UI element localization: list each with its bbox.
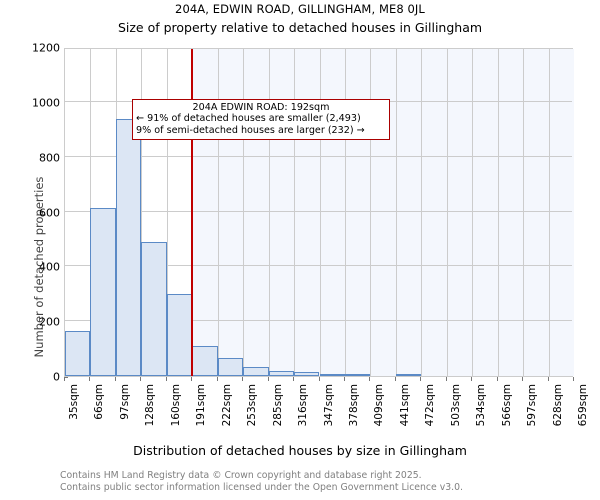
- x-tick-label: 285sqm: [271, 384, 284, 427]
- footer-attribution: Contains HM Land Registry data © Crown c…: [60, 470, 580, 495]
- x-tick-mark: [114, 377, 116, 381]
- bar: [344, 374, 371, 376]
- x-tick-mark: [573, 377, 574, 381]
- chart-subtitle: Size of property relative to detached ho…: [117, 20, 483, 35]
- x-tick-label: 628sqm: [551, 384, 564, 427]
- gridline-x-4: [166, 49, 168, 376]
- x-tick-mark: [394, 377, 396, 381]
- bar: [268, 370, 295, 376]
- bar: [217, 357, 244, 376]
- x-tick-mark: [547, 377, 549, 381]
- x-tick-mark: [165, 377, 167, 381]
- gridline-x-14: [421, 49, 423, 376]
- gridline-y-200: [65, 320, 572, 322]
- y-tick-label: 800: [39, 151, 60, 165]
- x-tick-mark: [293, 377, 295, 381]
- gridline-y-800: [65, 155, 572, 157]
- x-axis-label: Distribution of detached houses by size …: [133, 443, 467, 458]
- x-tick-mark: [318, 377, 320, 381]
- gridline-x-3: [141, 49, 143, 376]
- footer-line-2: Contains public sector information licen…: [60, 482, 463, 494]
- gridline-x-10: [319, 49, 321, 376]
- gridline-x-9: [294, 49, 296, 376]
- gridline-x-16: [472, 49, 474, 376]
- x-tick-mark: [267, 377, 269, 381]
- gridline-x-7: [243, 49, 245, 376]
- x-tick-label: 35sqm: [68, 384, 80, 420]
- x-tick-label: 659sqm: [577, 384, 589, 427]
- gridline-x-17: [497, 49, 499, 376]
- x-tick-label: 378sqm: [347, 384, 360, 427]
- bar: [90, 208, 116, 376]
- bar: [115, 118, 142, 376]
- gridline-x-6: [217, 49, 219, 376]
- x-tick-label: 503sqm: [449, 384, 462, 427]
- x-tick-label: 534sqm: [475, 384, 488, 427]
- x-axis: 35sqm 66sqm 97sqm 128sqm 160sqm 191sqm 222sqm 2…: [64, 377, 589, 447]
- x-tick-mark: [369, 377, 371, 381]
- y-axis: Number of detached properties 0 200 400 600…: [5, 42, 68, 384]
- bar: [65, 330, 91, 376]
- bar: [243, 366, 269, 376]
- x-tick-label: 128sqm: [144, 384, 157, 427]
- gridline-x-12: [370, 49, 372, 376]
- bar: [141, 242, 167, 376]
- y-tick-label: 1000: [32, 96, 60, 110]
- y-tick-label: 600: [39, 206, 60, 219]
- x-tick-mark: [343, 377, 345, 381]
- bar: [192, 346, 218, 376]
- annotation-smaller-line: ← 91% of detached houses are smaller (2,…: [136, 113, 361, 125]
- x-tick-mark: [89, 377, 91, 381]
- annotation-callout: 204A EDWIN ROAD: 192sqm ← 91% of detache…: [132, 99, 390, 140]
- x-tick-mark: [471, 377, 473, 381]
- bar: [166, 294, 193, 376]
- property-marker-line: [191, 49, 194, 376]
- x-tick-mark: [522, 377, 524, 381]
- y-tick-label: 400: [39, 260, 60, 274]
- x-tick-mark: [64, 377, 65, 381]
- plot-area: 204A EDWIN ROAD: 192sqm ← 91% of detache…: [64, 48, 574, 377]
- annotation-heading: 204A EDWIN ROAD: 192sqm: [192, 102, 330, 113]
- annotation-larger-line: 9% of semi-detached houses are larger (2…: [136, 124, 365, 136]
- y-tick-label: 1200: [32, 41, 60, 55]
- x-tick-mark: [420, 377, 422, 381]
- gridline-y-600: [65, 210, 572, 212]
- x-tick-mark: [242, 377, 244, 381]
- x-tick-label: 347sqm: [322, 384, 335, 427]
- x-tick-mark: [496, 377, 498, 381]
- gridline-x-19: [548, 49, 550, 376]
- x-tick-label: 222sqm: [220, 384, 233, 427]
- x-tick-label: 441sqm: [398, 384, 411, 427]
- x-tick-label: 316sqm: [297, 384, 310, 427]
- x-tick-label: 472sqm: [424, 384, 437, 427]
- x-tick-label: 597sqm: [526, 384, 539, 427]
- x-tick-mark: [191, 377, 193, 381]
- gridline-y-400: [65, 265, 572, 267]
- bar: [294, 372, 320, 376]
- gridline-x-18: [523, 49, 525, 376]
- x-tick-label: 160sqm: [169, 384, 182, 427]
- y-tick-label: 200: [39, 315, 60, 329]
- gridline-x-8: [268, 49, 270, 376]
- y-tick-label: 0: [53, 370, 60, 384]
- x-tick-label: 191sqm: [195, 384, 208, 427]
- gridline-x-15: [446, 49, 448, 376]
- x-tick-label: 566sqm: [500, 384, 513, 427]
- y-tick-mark: [64, 377, 68, 378]
- footer-line-1: Contains HM Land Registry data © Crown c…: [60, 470, 422, 481]
- gridline-x-13: [395, 49, 397, 376]
- x-tick-label: 97sqm: [118, 384, 131, 420]
- gridline-x-11: [344, 49, 346, 376]
- bar: [319, 373, 345, 376]
- x-tick-mark: [216, 377, 218, 381]
- x-tick-label: 253sqm: [246, 384, 259, 427]
- x-tick-label: 66sqm: [93, 384, 106, 420]
- x-tick-mark: [445, 377, 447, 381]
- chart-title: 204A, EDWIN ROAD, GILLINGHAM, ME8 0JL: [175, 2, 425, 16]
- bar: [395, 374, 422, 376]
- x-tick-label: 409sqm: [373, 384, 386, 427]
- x-tick-mark: [140, 377, 142, 381]
